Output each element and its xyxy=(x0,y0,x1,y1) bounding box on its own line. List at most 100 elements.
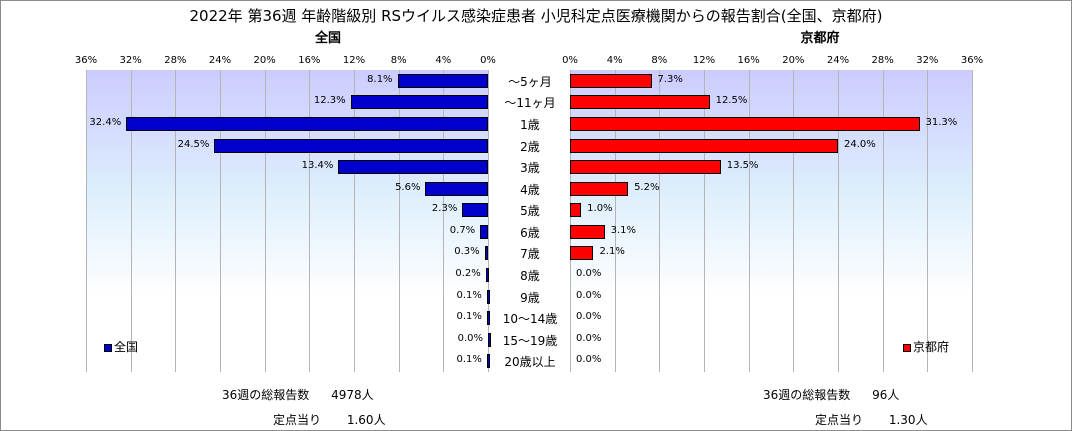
right-plot-area xyxy=(570,70,973,372)
right-per-sentinel-value: 1.30人 xyxy=(888,413,928,427)
category-label: 4歳 xyxy=(520,182,540,197)
category-label: 2歳 xyxy=(520,139,540,154)
left-value-label: 12.3% xyxy=(313,95,346,107)
right-gridline xyxy=(838,70,839,372)
left-bar xyxy=(486,289,490,304)
left-total-reports: 36週の総報告数 4978人 xyxy=(222,386,374,403)
left-tick-label: 12% xyxy=(342,55,366,66)
left-gridline xyxy=(131,70,132,372)
left-gridline xyxy=(488,70,489,372)
right-value-label: 13.5% xyxy=(726,160,759,172)
right-value-label: 12.5% xyxy=(715,95,748,107)
left-legend-label: 全国 xyxy=(114,340,139,354)
right-bar xyxy=(570,224,605,239)
right-tick-label: 24% xyxy=(826,55,850,66)
right-bar xyxy=(570,95,710,110)
left-bar xyxy=(488,332,491,347)
left-value-label: 32.4% xyxy=(89,116,122,128)
left-value-label: 0.2% xyxy=(455,267,481,279)
left-bar xyxy=(350,95,488,110)
right-value-label: 5.2% xyxy=(634,181,660,193)
right-tick-label: 20% xyxy=(782,55,805,66)
right-tick-label: 28% xyxy=(871,55,894,66)
right-gridline xyxy=(570,70,571,372)
right-tick-label: 0% xyxy=(562,55,578,66)
right-value-label: 1.0% xyxy=(587,203,613,215)
left-value-label: 0.1% xyxy=(456,311,482,323)
category-label: 6歳 xyxy=(520,225,540,240)
right-total-reports: 36週の総報告数 96人 xyxy=(763,386,899,403)
left-value-label: 0.1% xyxy=(456,354,482,366)
right-value-label: 0.0% xyxy=(576,332,602,344)
left-gridline xyxy=(265,70,266,372)
right-value-label: 7.3% xyxy=(657,73,683,85)
left-panel-title: 全国 xyxy=(314,31,341,46)
right-gridline xyxy=(615,70,616,372)
left-tick-label: 16% xyxy=(298,55,321,66)
chart-title: 2022年 第36週 年齢階級別 RSウイルス感染症患者 小児科定点医療機関から… xyxy=(189,7,883,25)
right-value-label: 0.0% xyxy=(576,354,602,366)
right-value-label: 0.0% xyxy=(576,311,602,323)
left-bar xyxy=(425,181,488,196)
right-bar xyxy=(570,116,920,131)
left-gridline xyxy=(443,70,444,372)
left-gridline xyxy=(354,70,355,372)
left-plot-area xyxy=(86,70,489,372)
right-gridline xyxy=(972,70,973,372)
category-label: ～11ヶ月 xyxy=(504,96,556,111)
category-label: 7歳 xyxy=(520,247,540,262)
left-tick-label: 28% xyxy=(164,55,187,66)
left-value-label: 0.1% xyxy=(456,289,482,301)
category-label: 15～19歳 xyxy=(502,333,558,348)
right-value-label: 3.1% xyxy=(610,224,637,236)
left-value-label: 2.3% xyxy=(431,203,458,215)
right-total-reports-value: 96人 xyxy=(872,388,900,402)
left-value-label: 5.6% xyxy=(395,181,421,193)
left-bar xyxy=(462,203,488,218)
right-legend-label: 京都府 xyxy=(913,340,950,354)
right-per-sentinel: 定点当り 1.30人 xyxy=(815,411,928,428)
right-gridline xyxy=(883,70,884,372)
right-bar xyxy=(570,203,582,218)
left-gridline xyxy=(399,70,400,372)
category-label: 8歳 xyxy=(520,268,540,283)
left-legend-swatch xyxy=(104,343,112,352)
right-tick-label: 12% xyxy=(692,55,716,66)
right-value-label: 31.3% xyxy=(925,116,958,128)
left-legend: 全国 xyxy=(104,338,138,355)
right-value-label: 0.0% xyxy=(576,267,602,279)
category-label: 1歳 xyxy=(520,117,540,132)
right-per-sentinel-label: 定点当り xyxy=(815,413,864,427)
right-total-reports-label: 36週の総報告数 xyxy=(763,388,851,402)
left-tick-label: 8% xyxy=(390,55,407,66)
right-panel-title: 京都府 xyxy=(800,31,840,46)
left-bar xyxy=(397,73,488,88)
right-gridline xyxy=(793,70,794,372)
left-total-reports-label: 36週の総報告数 xyxy=(222,388,310,402)
category-label: 10～14歳 xyxy=(502,312,558,327)
category-label: 3歳 xyxy=(520,161,540,176)
category-label: 9歳 xyxy=(520,290,540,305)
right-gridline xyxy=(927,70,928,372)
right-tick-label: 8% xyxy=(651,55,668,66)
left-total-reports-value: 4978人 xyxy=(331,388,374,402)
left-value-label: 0.0% xyxy=(457,332,483,344)
left-tick-label: 24% xyxy=(208,55,232,66)
right-gridline xyxy=(704,70,705,372)
right-bar xyxy=(570,246,594,261)
category-label: 20歳以上 xyxy=(504,355,556,370)
category-label: 5歳 xyxy=(520,204,540,219)
left-per-sentinel-value: 1.60人 xyxy=(346,413,386,427)
right-tick-label: 16% xyxy=(737,55,760,66)
right-value-label: 0.0% xyxy=(576,289,602,301)
left-bar xyxy=(485,267,489,282)
right-tick-label: 36% xyxy=(960,55,984,66)
left-per-sentinel-label: 定点当り xyxy=(273,413,322,427)
left-value-label: 0.7% xyxy=(449,224,476,236)
left-tick-label: 36% xyxy=(74,55,98,66)
right-value-label: 24.0% xyxy=(844,138,876,150)
left-bar xyxy=(484,246,488,261)
left-tick-label: 20% xyxy=(253,55,276,66)
left-bar xyxy=(338,160,488,175)
left-value-label: 8.1% xyxy=(367,73,393,85)
